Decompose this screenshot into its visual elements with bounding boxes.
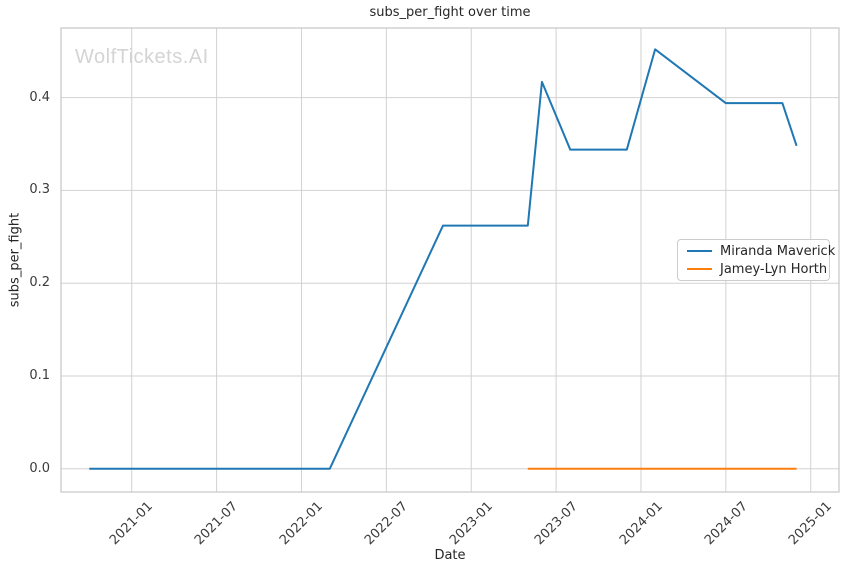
legend-item-miranda-maverick: Miranda Maverick (678, 244, 835, 259)
legend: Miranda Maverick Jamey-Lyn Horth (677, 239, 835, 281)
legend-line-swatch-blue (687, 250, 712, 252)
y-tick-label: 0.4 (29, 89, 50, 105)
legend-line-swatch-orange (687, 268, 712, 270)
chart-title: subs_per_fight over time (369, 5, 531, 20)
y-tick-label: 0.2 (29, 275, 50, 291)
legend-label: Miranda Maverick (720, 243, 836, 259)
y-tick-label: 0.0 (29, 460, 50, 476)
x-axis-label: Date (434, 548, 466, 563)
watermark: WolfTickets.AI (75, 46, 209, 68)
series-line-miranda-maverick (89, 48, 798, 470)
legend-item-jamey-lyn-horth: Jamey-Lyn Horth (678, 262, 829, 277)
y-axis-label: subs_per_fight (7, 212, 23, 308)
plot-border (60, 27, 840, 493)
legend-label: Jamey-Lyn Horth (720, 261, 828, 277)
y-tick-label: 0.3 (29, 182, 50, 198)
y-tick-label: 0.1 (29, 368, 50, 383)
